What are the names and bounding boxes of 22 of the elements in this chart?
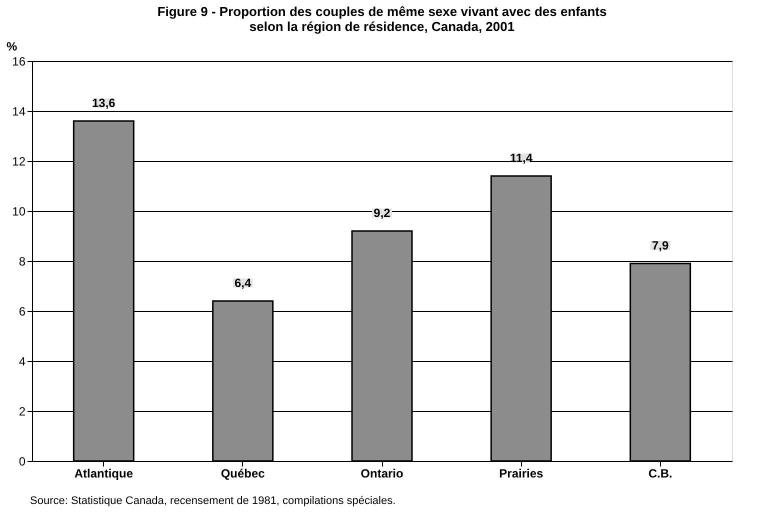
x-tick-label: Ontario — [360, 466, 404, 480]
data-label: 11,4 — [510, 151, 533, 165]
y-tick-label: 14 — [12, 104, 26, 118]
data-label: 6,4 — [234, 276, 252, 290]
x-tick-label: Québec — [220, 466, 266, 480]
y-tick-label: 2 — [18, 404, 26, 418]
data-label: 9,2 — [374, 206, 391, 220]
y-tick-label: 12 — [12, 154, 26, 168]
y-tick-label: 6 — [18, 304, 26, 318]
data-label: 13,6 — [92, 96, 116, 110]
data-label: 7,9 — [652, 238, 669, 252]
y-tick-label: 4 — [18, 354, 26, 368]
x-tick-label: Prairies — [499, 466, 544, 480]
y-tick-label: 10 — [12, 204, 26, 218]
source-note: Source: Statistique Canada, recensement de 1981, compilations spéciales. — [30, 495, 396, 507]
y-tick-label: 16 — [12, 54, 26, 68]
x-tick-label: Atlantique — [74, 466, 134, 480]
y-tick-label: 8 — [18, 254, 26, 268]
chart-title: Figure 9 - Proportion des couples de même sexe vivant avec des enfants selon la région de résidence, Canada, 2001 — [157, 4, 607, 34]
x-tick-label: C.B. — [648, 466, 672, 480]
y-tick-label: 0 — [18, 454, 26, 468]
y-axis-title: % — [6, 40, 18, 54]
